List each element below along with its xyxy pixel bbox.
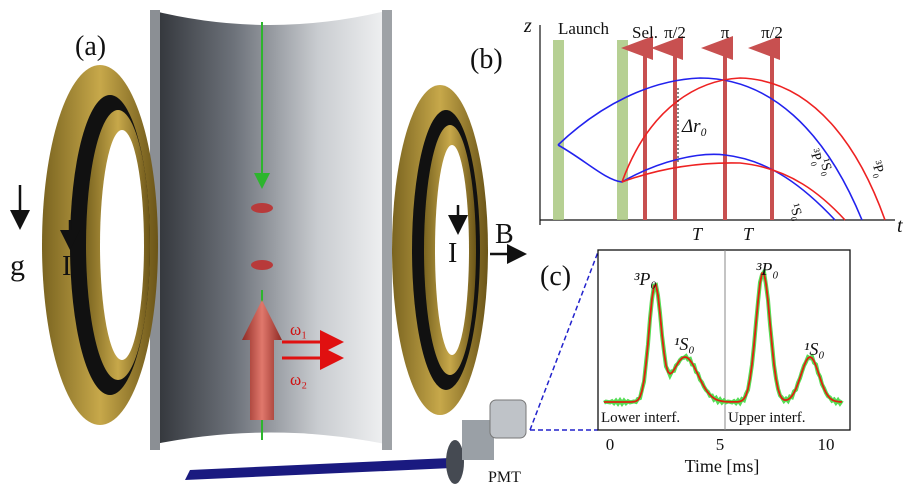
pulse-label: π/2 [664, 23, 686, 42]
panel-b: (b) z t Launch Sel. π/2 π π/2 Δr₀ T T ¹S₀ ³… [470, 15, 903, 244]
current-label: I [448, 238, 457, 269]
z-axis-label: z [523, 15, 532, 37]
omega-1: ω₁ [290, 320, 307, 339]
flange-right [382, 10, 392, 450]
panel-label: (a) [75, 31, 106, 62]
panel-a: ω₁ ω₂ (a) g I I B PMT [10, 10, 526, 486]
panel-c: (c) ³P₀ ¹S₀ ³P₀ ¹S₀ Lower interf. Upper … [530, 250, 850, 476]
trajectory [622, 78, 885, 220]
pulse-label: π/2 [761, 23, 783, 42]
launch-pulse [617, 40, 628, 220]
x-axis-label: Time [ms] [685, 456, 760, 476]
probe-beam [185, 458, 452, 480]
state-label: ¹S₀ [786, 202, 805, 222]
pulse-label: Sel. [632, 23, 658, 42]
peak-label: ¹S₀ [804, 339, 825, 359]
interval-label: T [692, 224, 704, 244]
interval-label: T [743, 224, 755, 244]
atom-cloud [251, 203, 273, 213]
panel-label: (b) [470, 44, 503, 75]
coil-left-hole [100, 130, 144, 360]
gravity-label: g [10, 249, 25, 282]
panel-label: (c) [540, 261, 571, 292]
atom-cloud [251, 260, 273, 270]
state-label: ³P₀ [868, 159, 887, 179]
launch-label: Launch [558, 19, 609, 38]
omega-2: ω₂ [290, 370, 307, 389]
x-tick-label: 10 [818, 435, 835, 454]
current-label: I [62, 251, 71, 282]
peak-label: ³P₀ [756, 259, 779, 279]
peak-label: ³P₀ [634, 269, 657, 289]
state-label: ¹S₀ [816, 157, 835, 177]
separation-label: Δr₀ [681, 116, 707, 137]
launch-pulse [553, 40, 564, 220]
pmt-label: PMT [488, 469, 521, 486]
x-tick-label: 5 [716, 435, 725, 454]
pmt-head [490, 400, 526, 438]
figure: ω₁ ω₂ (a) g I I B PMT (b) z t Launch Sel… [0, 0, 909, 492]
pmt-body [462, 420, 494, 460]
section-label: Upper interf. [728, 410, 805, 426]
pulse-label: π [721, 23, 730, 42]
peak-label: ¹S₀ [674, 334, 695, 354]
trajectory [622, 163, 845, 220]
section-label: Lower interf. [601, 410, 680, 426]
t-axis-label: t [897, 215, 903, 237]
pmt-lens [446, 440, 464, 484]
x-tick-label: 0 [606, 435, 615, 454]
field-label: B [495, 219, 514, 250]
